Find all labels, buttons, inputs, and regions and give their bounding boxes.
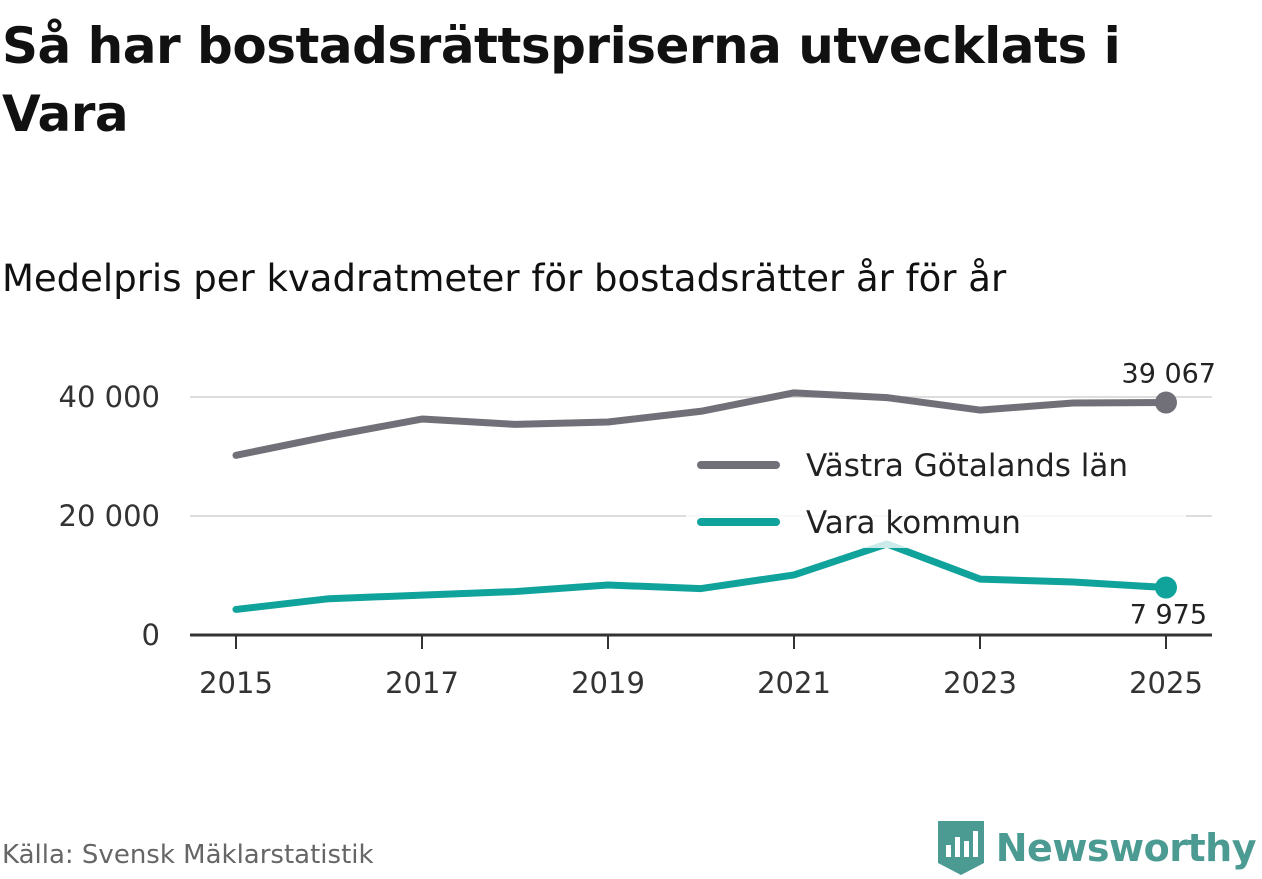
end-marker-vara-kommun	[1155, 576, 1177, 599]
x-tick-label-2017: 2017	[385, 666, 459, 700]
x-tick-label-2021: 2021	[757, 666, 831, 700]
y-tick-label-0: 0	[142, 618, 160, 652]
series-lines	[232, 389, 1177, 613]
chart-subtitle: Medelpris per kvadratmeter för bostadsrä…	[2, 257, 1007, 300]
brand-name: Newsworthy	[995, 826, 1257, 870]
series-line-vastra-gotaland	[232, 389, 1170, 459]
legend-label-vastra-gotaland: Västra Götalands län	[806, 448, 1128, 484]
end-label-vastra-gotaland: 39 067	[1122, 359, 1216, 390]
legend-label-vara-kommun: Vara kommun	[806, 505, 1021, 541]
x-tick-label-2025: 2025	[1129, 666, 1203, 700]
x-tick-label-2023: 2023	[943, 666, 1017, 700]
x-tick-label-2019: 2019	[571, 666, 645, 700]
newsworthy-logo-icon	[937, 821, 984, 875]
chart-title: Så har bostadsrättspriserna utvecklats i…	[2, 17, 1121, 143]
end-label-vara-kommun: 7 975	[1130, 600, 1207, 631]
x-tick-label-2015: 2015	[199, 666, 273, 700]
newsworthy-logo: Newsworthy	[936, 820, 1257, 876]
end-labels: 39 067 7 975	[1122, 359, 1216, 631]
series-line-vara-kommun	[232, 540, 1170, 613]
legend-background	[686, 438, 1186, 548]
source-note: Källa: Svensk Mäklarstatistik	[2, 840, 374, 870]
y-tick-label-20000: 20 000	[59, 499, 160, 533]
end-marker-vastra-gotaland	[1155, 391, 1177, 414]
legend: Västra Götalands län Vara kommun	[686, 438, 1186, 548]
y-axis-ticks: 0 20 000 40 000	[59, 380, 160, 652]
line-chart: 0 20 000 40 000 2015 2017 2019 2021 2023 2025 V…	[59, 359, 1216, 700]
y-tick-label-40000: 40 000	[59, 380, 160, 414]
x-axis-ticks: 2015 2017 2019 2021 2023 2025	[199, 635, 1203, 700]
